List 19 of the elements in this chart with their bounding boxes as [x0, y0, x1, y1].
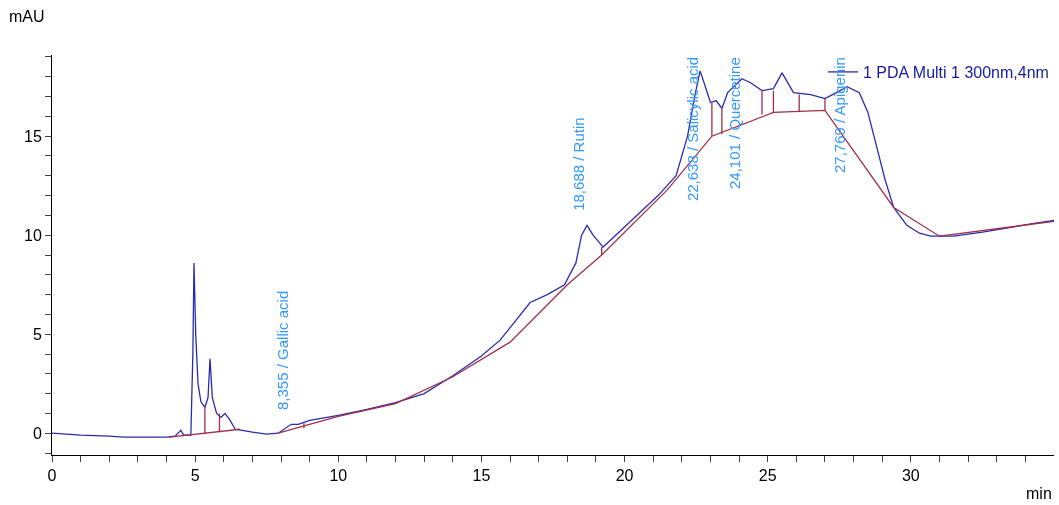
y-tick-label: 5	[32, 325, 42, 343]
legend-label: 1 PDA Multi 1 300nm,4nm	[863, 64, 1049, 82]
y-axis-title: mAU	[9, 8, 45, 25]
x-tick-label: 0	[47, 467, 57, 485]
annotation: 18,688 / Rutin	[570, 117, 588, 211]
x-axis-title: min	[1026, 485, 1052, 502]
annotation: 24,101 / Quercetine	[725, 57, 743, 189]
y-tick-label: 0	[32, 424, 42, 442]
annotation: 22,638 / Salicylic acid	[684, 56, 702, 202]
x-tick-label: 10	[329, 467, 348, 485]
x-tick-label: 15	[472, 467, 491, 485]
annotation: 27,769 / Apigenin	[830, 57, 848, 173]
x-tick-label: 5	[190, 467, 200, 485]
annotation: 8,355 / Gallic acid	[274, 290, 292, 410]
y-tick-label: 15	[24, 127, 42, 145]
x-tick-label: 25	[758, 467, 777, 485]
y-tick-label: 10	[24, 226, 42, 244]
x-tick-label: 20	[615, 467, 634, 485]
x-tick-label: 30	[901, 467, 920, 485]
